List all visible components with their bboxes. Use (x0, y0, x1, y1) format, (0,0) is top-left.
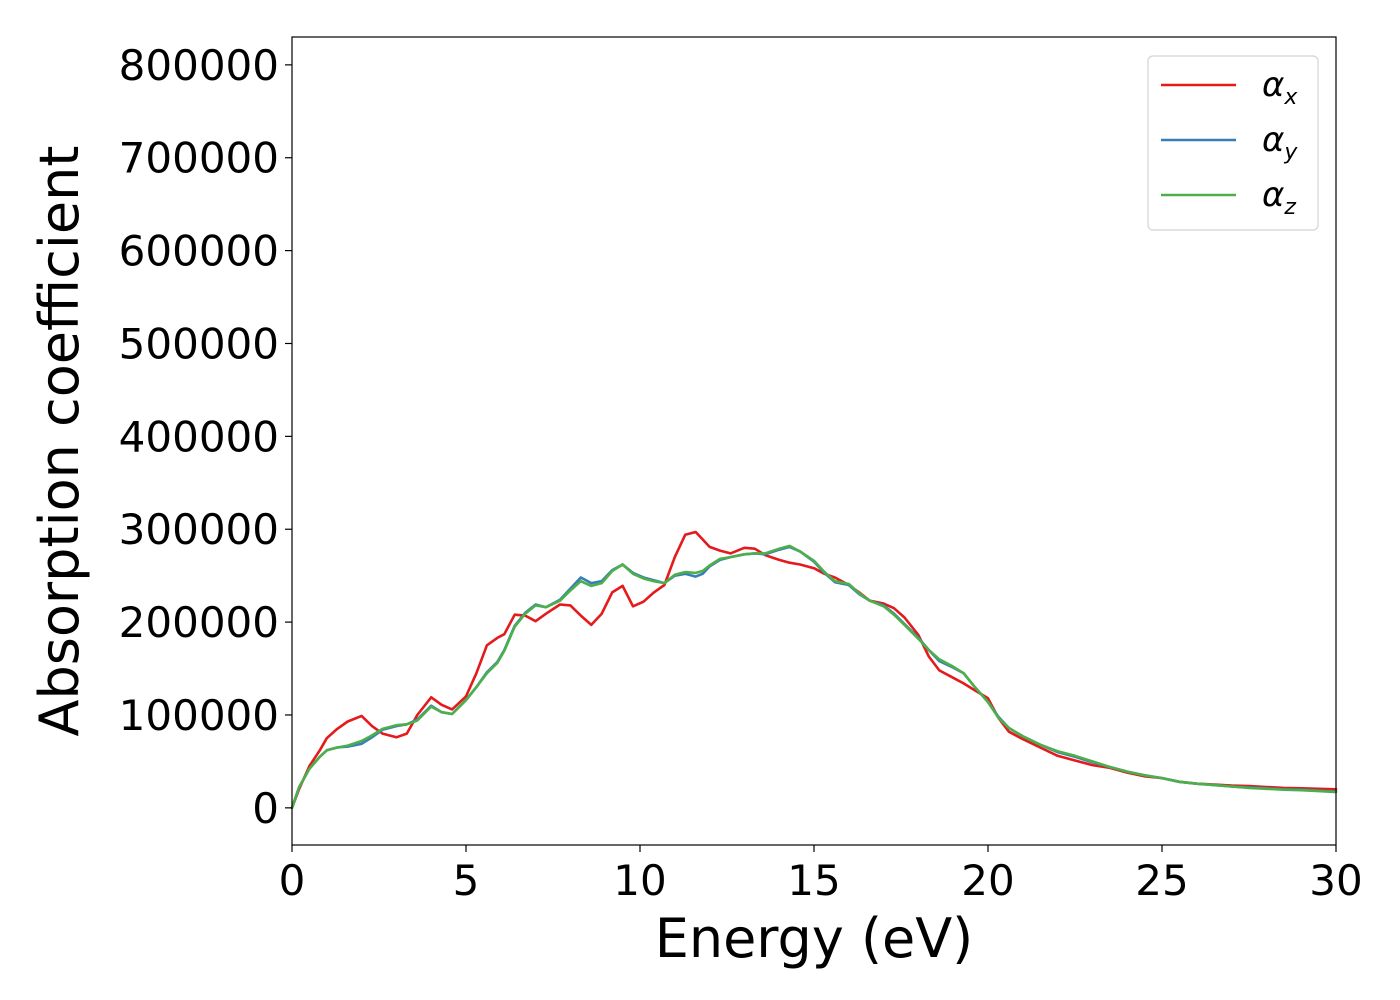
y-tick-label: 200000 (119, 598, 279, 647)
legend-label-z: αz (1262, 175, 1296, 220)
series-line-x (290, 530, 1338, 810)
series-line-y (290, 545, 1338, 810)
plot-area (290, 530, 1338, 810)
y-tick-label: 400000 (119, 412, 279, 461)
y-tick-label: 500000 (119, 319, 279, 368)
legend: αx αy αz (1147, 55, 1319, 231)
x-tick-label: 10 (613, 856, 666, 905)
x-axis: 0 5 10 15 20 25 30 (279, 845, 1363, 905)
x-tick-label: 30 (1309, 856, 1362, 905)
legend-label-x: αx (1262, 65, 1298, 110)
x-tick-label: 5 (453, 856, 480, 905)
y-axis-label: Absorption coefficient (28, 146, 91, 737)
y-tick-label: 300000 (119, 505, 279, 554)
y-tick-label: 100000 (119, 691, 279, 740)
x-tick-label: 20 (961, 856, 1014, 905)
x-axis-label: Energy (eV) (655, 907, 974, 970)
x-tick-label: 25 (1135, 856, 1188, 905)
y-tick-label: 800000 (119, 41, 279, 90)
y-tick-label: 0 (252, 784, 279, 833)
x-tick-label: 15 (787, 856, 840, 905)
y-axis: 0 100000 200000 300000 400000 500000 600000 700… (119, 41, 292, 833)
y-tick-label: 700000 (119, 134, 279, 183)
series-line-z (290, 544, 1338, 810)
y-tick-label: 600000 (119, 227, 279, 276)
legend-label-y: αy (1262, 120, 1298, 165)
legend-box (1147, 55, 1319, 231)
x-tick-label: 0 (279, 856, 306, 905)
